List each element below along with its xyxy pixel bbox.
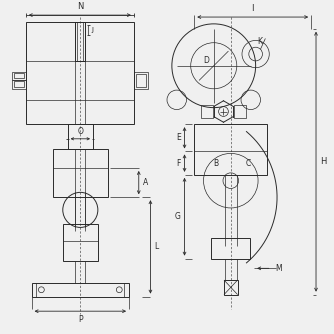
Text: D: D — [203, 56, 209, 65]
Bar — [12, 71, 26, 80]
Text: L: L — [154, 242, 159, 252]
Text: N: N — [76, 2, 83, 11]
Bar — [26, 22, 134, 124]
Text: C: C — [246, 159, 251, 168]
Bar — [32, 283, 129, 297]
Bar — [134, 71, 148, 89]
Bar — [12, 80, 26, 89]
Bar — [211, 238, 250, 259]
Bar — [224, 280, 237, 295]
Text: F: F — [176, 159, 181, 168]
Text: G: G — [175, 212, 181, 221]
Bar — [136, 73, 146, 87]
Bar — [14, 72, 24, 78]
Text: M: M — [276, 264, 282, 273]
Text: B: B — [214, 159, 219, 168]
Bar — [14, 81, 24, 87]
Bar — [53, 149, 108, 197]
Text: E: E — [176, 133, 181, 142]
Text: P: P — [78, 315, 82, 324]
Text: J: J — [91, 27, 93, 33]
Text: O: O — [77, 127, 83, 136]
Text: K: K — [258, 37, 263, 46]
Bar — [75, 22, 85, 61]
Text: I: I — [252, 4, 254, 13]
Bar — [201, 105, 213, 118]
Bar — [63, 223, 98, 261]
Bar — [194, 124, 267, 175]
Text: H: H — [320, 157, 326, 166]
Text: A: A — [143, 178, 148, 187]
Bar — [234, 105, 246, 118]
Bar — [68, 124, 93, 149]
